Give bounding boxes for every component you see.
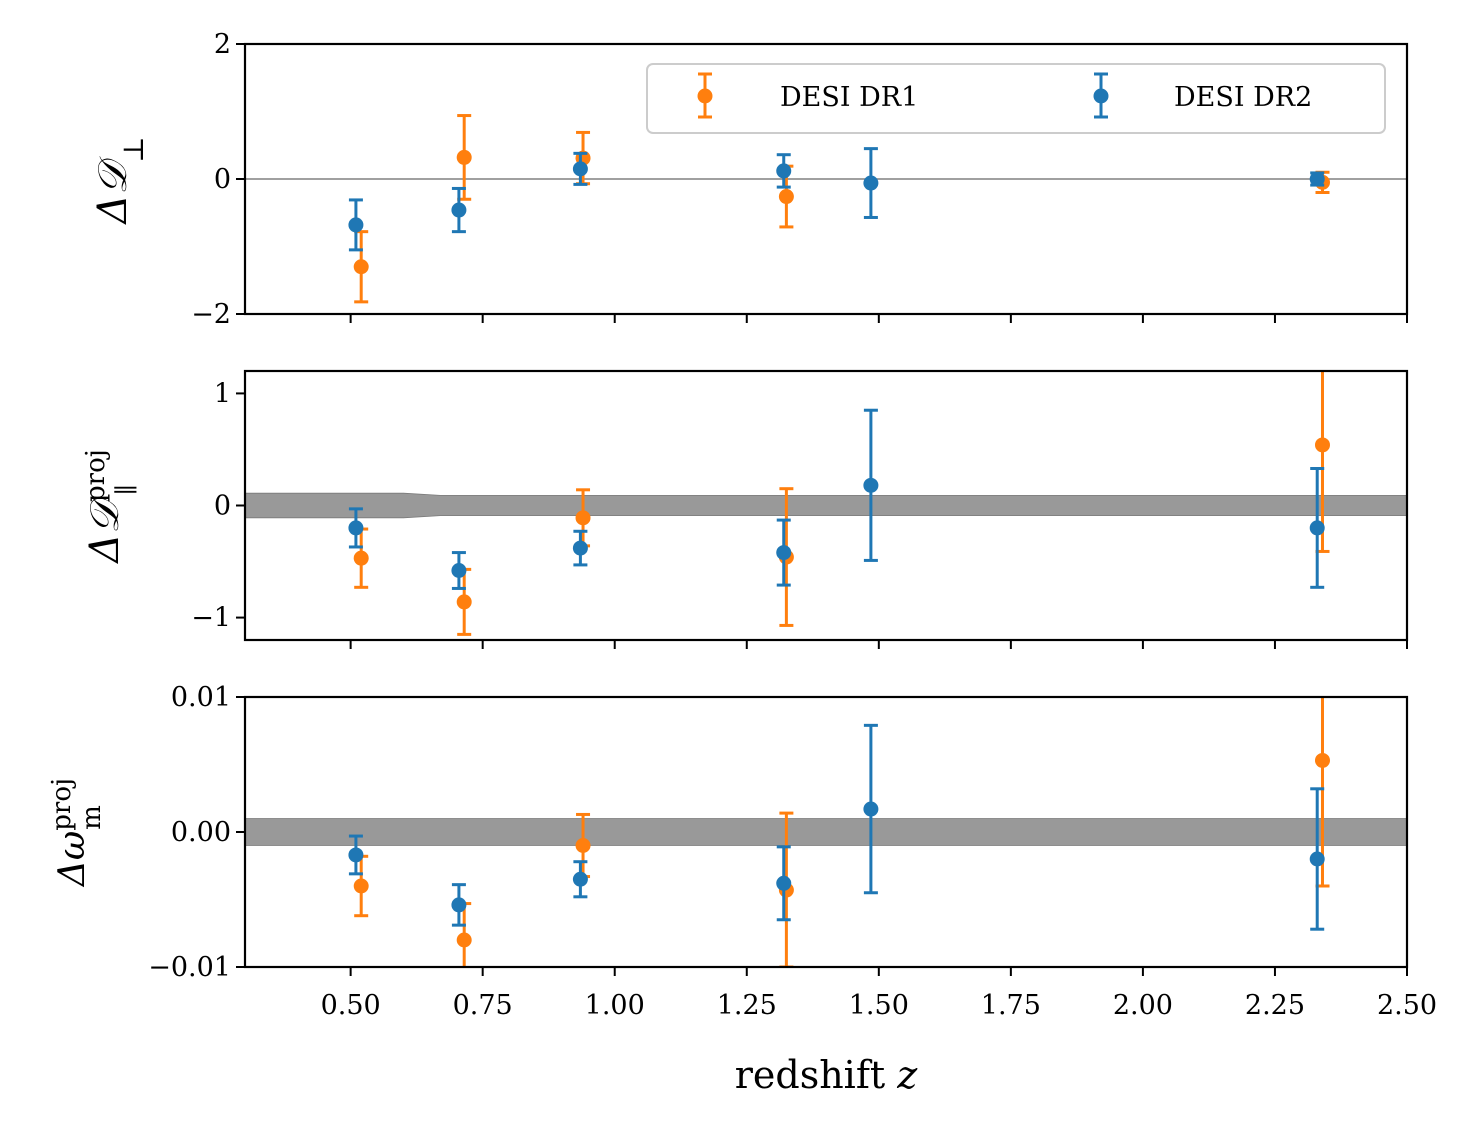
x-tick-label: 1.25: [717, 990, 777, 1021]
data-point-dr2: [451, 883, 467, 927]
marker-dr1: [1314, 752, 1330, 768]
panel-delta-omega-m: −0.01 0.00 0.01 0.50 0.75 1.00 1.25 1.50 1.75 2.0…: [47, 682, 1437, 1021]
legend-label-dr1: DESI DR1: [780, 82, 918, 113]
x-tick-label: 1.00: [585, 990, 645, 1021]
marker-dr2: [863, 477, 879, 493]
marker-dr2: [348, 520, 364, 536]
x-axis-label: redshift z: [735, 1053, 919, 1097]
y-tick-label: 1: [214, 378, 231, 409]
marker-dr2: [348, 847, 364, 863]
data-point-dr2: [348, 198, 364, 252]
ylabel-panel-2: Δ𝒟proj∥: [81, 449, 140, 565]
marker-dr2: [451, 563, 467, 579]
legend-label-dr2: DESI DR2: [1174, 82, 1312, 113]
marker-dr1: [575, 838, 591, 853]
marker-dr1: [575, 510, 591, 526]
panel-delta-d-perp: −2 0 2 DESI DR1 DESI DR2 Δ𝒟⊥: [90, 29, 1409, 330]
ylabel-panel-1: Δ𝒟⊥: [90, 136, 150, 225]
y-tick-label: 2: [214, 29, 231, 60]
y-tick-label: 0: [214, 491, 231, 522]
data-point-dr1: [575, 130, 591, 186]
x-tick-label: 2.25: [1245, 990, 1305, 1021]
marker-dr2: [451, 202, 467, 218]
data-point-dr1: [456, 114, 472, 201]
marker-dr1: [353, 550, 369, 566]
data-point-dr2: [863, 408, 879, 562]
data-point-dr2: [863, 147, 879, 219]
y-tick-label: −1: [191, 603, 231, 634]
panel-delta-d-parallel: −1 0 1 Δ𝒟proj∥: [81, 369, 1409, 649]
y-tick-label: −2: [191, 299, 231, 330]
data-point-dr2: [1309, 467, 1325, 589]
x-tick-label: 0.75: [453, 990, 513, 1021]
marker-dr1: [456, 932, 472, 948]
marker-dr2: [572, 540, 588, 556]
x-tick-label: 2.50: [1377, 990, 1437, 1021]
y-tick-label: −0.01: [148, 952, 231, 983]
data-point-dr2: [451, 186, 467, 234]
marker-dr1: [353, 259, 369, 275]
data-point-dr2: [1309, 787, 1325, 931]
data-point-dr2: [348, 834, 364, 876]
y-tick-label: 0.01: [171, 682, 231, 713]
marker-dr2: [451, 897, 467, 913]
legend-marker-dr2: [1093, 72, 1109, 119]
marker-dr1: [456, 149, 472, 165]
x-tick-label: 1.75: [981, 990, 1041, 1021]
marker-dr2: [572, 871, 588, 887]
x-tick-label: 0.50: [321, 990, 381, 1021]
data-point-dr2: [572, 860, 588, 899]
marker-dr2: [776, 163, 792, 179]
data-point-dr2: [451, 551, 467, 590]
uncertainty-band: [245, 818, 1407, 846]
data-point-dr1: [456, 902, 472, 967]
marker-dr1: [353, 878, 369, 894]
marker-dr1: [456, 594, 472, 610]
marker-dr2: [572, 161, 588, 177]
marker-dr2: [776, 545, 792, 561]
x-tick-label: 2.00: [1113, 990, 1173, 1021]
marker-dr2: [1309, 520, 1325, 536]
legend: DESI DR1 DESI DR2: [646, 63, 1386, 134]
marker-dr2: [348, 217, 364, 233]
uncertainty-band: [245, 492, 1407, 519]
ylabel-panel-3: Δ𝜔projm: [47, 778, 107, 888]
marker-dr1: [1314, 437, 1330, 453]
y-tick-label: 0.00: [171, 817, 231, 848]
marker-dr2: [776, 875, 792, 891]
data-point-dr1: [1314, 697, 1330, 888]
marker-dr2: [1309, 171, 1325, 187]
data-point-dr2: [776, 153, 792, 189]
marker-dr2: [863, 175, 879, 191]
marker-dr2: [1309, 851, 1325, 867]
marker-dr1: [778, 189, 794, 205]
data-point-dr2: [863, 723, 879, 895]
data-point-dr2: [776, 518, 792, 587]
legend-frame: [646, 63, 1386, 134]
data-point-dr2: [1309, 171, 1325, 187]
data-point-dr2: [776, 845, 792, 922]
data-point-dr2: [572, 529, 588, 567]
data-point-dr2: [572, 151, 588, 186]
legend-marker-dr1: [697, 72, 713, 119]
marker-dr2: [863, 801, 879, 817]
data-point-dr2: [348, 507, 364, 549]
y-tick-label: 0: [214, 164, 231, 195]
x-tick-label: 1.50: [849, 990, 909, 1021]
